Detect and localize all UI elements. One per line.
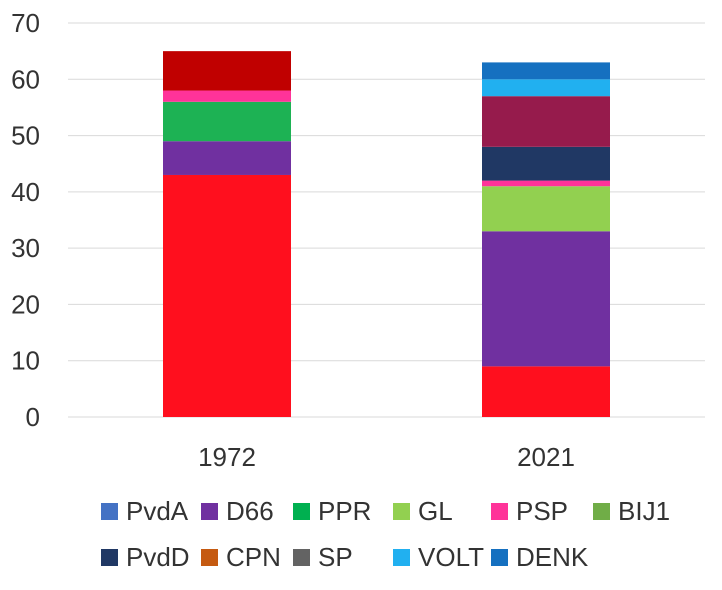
legend-label: PPR [318,495,372,526]
bars [163,51,610,417]
legend-swatch [201,502,218,520]
x-tick-label: 2021 [517,442,575,472]
x-axis-ticks: 1972 2021 [198,442,575,472]
legend-item-ppr: PPR [293,491,371,531]
legend-item-sp: SP [293,537,353,577]
legend-item-cpn: CPN [201,537,281,577]
legend-label: BIJ1 [618,495,671,526]
y-axis-ticks: 0 10 20 30 40 50 60 70 [11,8,40,432]
bar-segment-psp-1972 [163,90,291,102]
bar-segment-d66-2021 [482,231,610,367]
legend-swatch [491,548,508,566]
bar-segment-ppr-1972 [163,101,291,142]
legend-label: PvdD [126,541,190,572]
legend-item-pvda: PvdA [101,491,188,531]
legend-swatch [393,502,410,520]
bar-segment-d66-1972 [163,141,291,175]
legend-label: VOLT [418,541,484,572]
legend-item-d66: D66 [201,491,274,531]
stacked-bar-chart: 0 10 20 30 40 50 60 70 1972 2021 [11,8,705,472]
legend-item-bij1: BIJ1 [593,491,670,531]
legend-swatch [201,548,218,566]
y-tick-label: 40 [11,177,40,207]
bar-segment-psp-2021 [482,180,610,187]
bar-segment-pvdd-2021 [482,146,610,181]
y-tick-label: 50 [11,121,40,151]
bar-segment-sp-2021 [482,96,610,147]
bar-segment-pvda-2021 [482,366,610,417]
legend-swatch [593,502,610,520]
y-tick-label: 70 [11,8,40,38]
y-tick-label: 0 [26,402,40,432]
legend-swatch [293,502,310,520]
legend-label: SP [318,541,353,572]
x-tick-label: 1972 [198,442,256,472]
legend-label: PvdA [126,495,189,526]
legend-item-volt: VOLT [393,537,484,577]
bar-segment-volt-2021 [482,79,610,97]
y-tick-label: 10 [11,346,40,376]
legend-swatch [101,548,118,566]
legend-label: DENK [516,541,589,572]
legend-label: GL [418,495,453,526]
y-tick-label: 60 [11,64,40,94]
y-tick-label: 20 [11,289,40,319]
legend-item-gl: GL [393,491,453,531]
legend: PvdA D66 PPR GL PSP BIJ1 PvdD CPN SP VOLT DENK [0,486,722,586]
bar-segment-gl-2021 [482,186,610,232]
bar-segment-denk-2021 [482,62,610,80]
legend-item-psp: PSP [491,491,568,531]
legend-label: D66 [226,495,274,526]
legend-swatch [293,548,310,566]
legend-item-pvdd: PvdD [101,537,190,577]
legend-label: CPN [226,541,281,572]
legend-item-denk: DENK [491,537,588,577]
legend-swatch [491,502,508,520]
bar-segment-cpn-1972 [163,51,291,91]
legend-swatch [393,548,410,566]
y-tick-label: 30 [11,233,40,263]
bar-segment-pvda-1972 [163,174,291,417]
legend-label: PSP [516,495,569,526]
legend-swatch [101,502,118,520]
